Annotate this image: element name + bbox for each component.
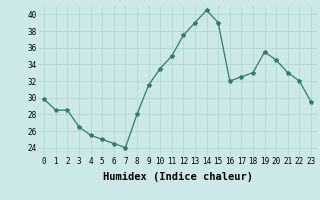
X-axis label: Humidex (Indice chaleur): Humidex (Indice chaleur) <box>103 172 252 182</box>
